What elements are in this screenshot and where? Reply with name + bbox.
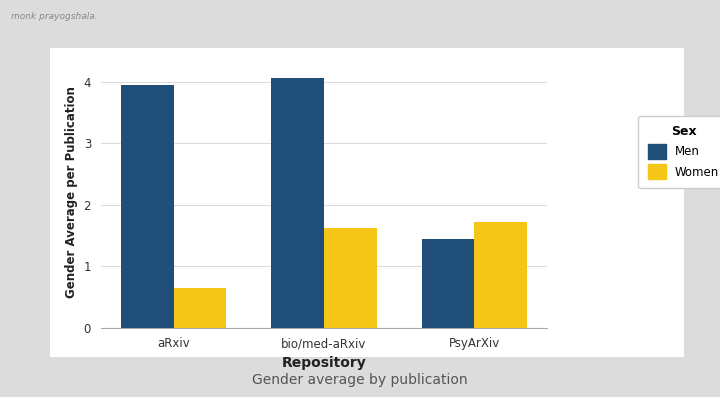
- Bar: [474, 222, 527, 328]
- Y-axis label: Gender Average per Publication: Gender Average per Publication: [65, 87, 78, 299]
- Legend: Men, Women: Men, Women: [639, 116, 720, 188]
- Text: Gender average by publication: Gender average by publication: [252, 373, 468, 387]
- Bar: [422, 239, 474, 328]
- Bar: [121, 85, 174, 328]
- Bar: [271, 78, 324, 328]
- Text: monk prayogshala.: monk prayogshala.: [11, 12, 97, 21]
- Bar: [174, 288, 226, 328]
- Bar: [324, 228, 377, 328]
- X-axis label: Repository: Repository: [282, 356, 366, 370]
